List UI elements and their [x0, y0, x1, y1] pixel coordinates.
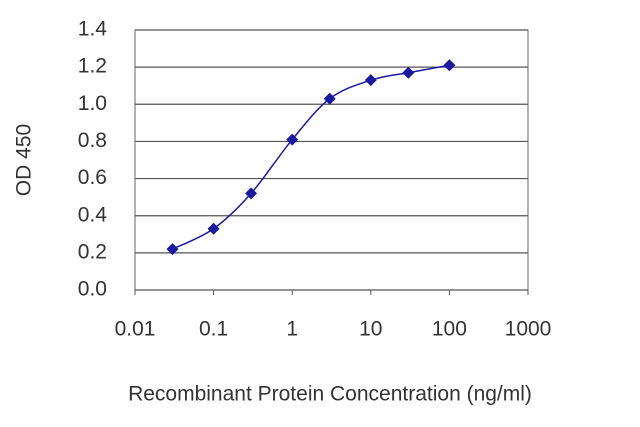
y-tick-label: 1.0	[78, 92, 107, 115]
x-tick-label: 100	[432, 318, 467, 341]
y-axis-label: OD 450	[13, 124, 36, 196]
data-point	[207, 222, 220, 235]
y-tick-label: 1.4	[78, 18, 108, 41]
x-tick-label: 1	[286, 318, 298, 341]
data-point	[402, 66, 415, 79]
y-tick-label: 0.2	[78, 240, 107, 263]
plot-frame	[134, 29, 529, 291]
y-tick-label: 0.0	[78, 278, 107, 301]
data-point	[245, 187, 258, 200]
x-axis-label: Recombinant Protein Concentration (ng/ml…	[128, 383, 532, 406]
x-tick-label: 1000	[505, 318, 552, 341]
y-tick-label: 0.6	[78, 166, 107, 189]
data-point	[364, 74, 377, 87]
data-point	[323, 92, 336, 105]
y-tick-label: 0.8	[78, 129, 107, 152]
y-tick-label: 1.2	[78, 55, 107, 78]
x-tick-label: 10	[359, 318, 382, 341]
data-point	[286, 133, 299, 146]
data-point	[166, 243, 179, 256]
y-tick-label: 0.4	[78, 203, 108, 226]
x-tick-label: 0.01	[115, 318, 156, 341]
data-point	[443, 59, 456, 72]
fit-line	[172, 64, 450, 250]
x-tick-label: 0.1	[199, 318, 228, 341]
